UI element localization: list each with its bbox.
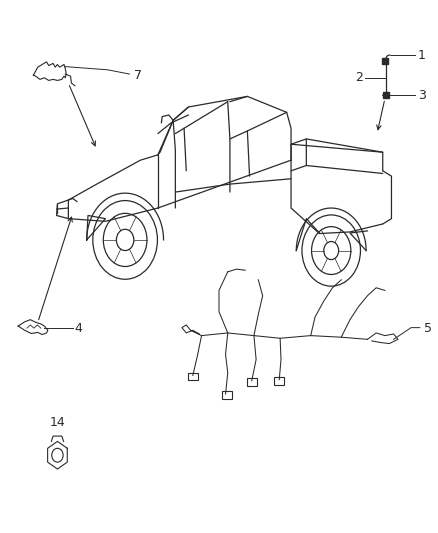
Bar <box>275 377 284 384</box>
Text: 2: 2 <box>355 71 363 84</box>
Text: 4: 4 <box>74 322 82 335</box>
Text: 3: 3 <box>418 89 426 102</box>
Text: 14: 14 <box>49 416 65 429</box>
Text: 1: 1 <box>418 49 426 62</box>
Text: 5: 5 <box>424 322 432 335</box>
Text: 7: 7 <box>134 69 142 82</box>
Bar <box>247 378 257 385</box>
Bar <box>188 373 198 380</box>
Bar <box>222 391 232 399</box>
